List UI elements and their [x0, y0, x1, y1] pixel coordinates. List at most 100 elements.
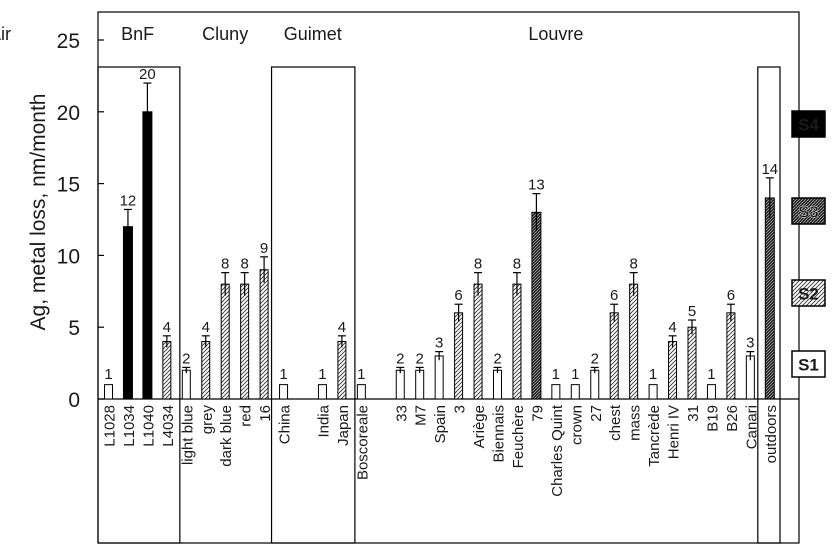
category-label: M7: [413, 405, 430, 426]
value-label: 6: [727, 287, 735, 304]
value-label: 4: [163, 319, 171, 336]
bar-33: [764, 197, 775, 400]
category-label: dark blue: [218, 405, 235, 467]
value-label: 1: [707, 366, 715, 383]
category-label: outdoors: [763, 405, 780, 463]
value-label: 8: [513, 256, 521, 273]
category-label: Boscoreale: [354, 405, 371, 480]
value-label: 1: [571, 366, 579, 383]
bar-5: [181, 369, 191, 400]
category-label: 33: [393, 405, 410, 422]
value-label: 1: [649, 366, 657, 383]
bar-13: [356, 384, 366, 400]
value-label: 5: [688, 303, 696, 320]
bar-18: [473, 283, 483, 400]
bar-21: [531, 211, 542, 400]
value-label: 8: [221, 256, 229, 273]
category-label: crown: [568, 405, 585, 445]
legend-label-s1: S1: [798, 356, 819, 375]
value-label: 8: [240, 256, 248, 273]
category-label: 16: [257, 405, 274, 422]
bar-9: [259, 269, 269, 400]
y-tick-label: 15: [57, 174, 80, 197]
bar-16: [434, 355, 444, 400]
y-axis-title: Ag, metal loss, nm/month: [27, 94, 50, 331]
group-label-cluny: Cluny: [202, 24, 248, 44]
bar-12: [337, 341, 347, 400]
bar-2: [122, 226, 133, 400]
bar-22: [551, 384, 561, 400]
bar-27: [648, 384, 658, 400]
category-label: China: [277, 404, 294, 444]
category-label: 31: [685, 405, 702, 422]
category-label: 79: [529, 405, 546, 422]
value-label: 4: [338, 319, 346, 336]
legend-swatch-s3: [791, 197, 826, 225]
bar-30: [706, 384, 716, 400]
value-label: 2: [493, 350, 501, 367]
group-box-bnf: [97, 66, 181, 544]
bar-10: [279, 384, 289, 400]
bar-11: [317, 384, 327, 400]
group-label-guimet: Guimet: [284, 24, 342, 44]
bar-3: [142, 111, 153, 400]
value-label: 6: [610, 287, 618, 304]
legend-label-s4: S4: [798, 116, 819, 135]
y-tick-label: 25: [57, 30, 80, 53]
category-label: L4034: [160, 405, 177, 447]
category-label: L1028: [102, 405, 119, 447]
y-tick-label: 0: [68, 389, 80, 412]
legend-label-s2: S2: [798, 285, 819, 304]
category-label: Tancrède: [646, 405, 663, 467]
category-label: Charles Quint: [549, 404, 566, 497]
value-label: 20: [139, 66, 156, 83]
category-label: 3: [452, 405, 469, 413]
y-tick-label: 20: [57, 102, 80, 125]
legend-label-s3: S3: [798, 203, 819, 222]
value-label: 2: [182, 350, 190, 367]
category-label: L1034: [121, 405, 138, 447]
legend-swatch-s2: [791, 279, 826, 307]
bar-6: [201, 341, 211, 400]
value-label: 3: [746, 335, 754, 352]
value-label: 8: [474, 256, 482, 273]
category-label: Japan: [335, 405, 352, 446]
legend-swatch-s4: [791, 110, 826, 138]
bar-24: [590, 369, 600, 400]
group-label-air: Air: [0, 24, 11, 44]
bar-31: [726, 312, 736, 400]
y-tick-label: 10: [57, 245, 80, 268]
bar-29: [687, 326, 697, 400]
bar-7: [220, 283, 230, 400]
category-label: L1040: [140, 405, 157, 447]
value-label: 1: [357, 366, 365, 383]
category-label: Canari: [743, 405, 760, 449]
bar-25: [609, 312, 619, 400]
value-label: 6: [454, 287, 462, 304]
bar-1: [104, 384, 113, 400]
bar-19: [493, 369, 502, 400]
value-label: 1: [104, 366, 112, 383]
bar-26: [629, 283, 639, 400]
bar-8: [240, 283, 250, 400]
category-label: Henri IV: [666, 405, 683, 459]
value-label: 4: [668, 319, 676, 336]
bar-32: [745, 355, 755, 400]
category-label: India: [315, 404, 332, 437]
value-label: 4: [202, 319, 210, 336]
category-label: grey: [199, 405, 216, 435]
value-label: 14: [761, 161, 778, 178]
category-label: B26: [724, 405, 741, 432]
group-label-bnf: BnF: [121, 24, 154, 44]
category-label: Feuchère: [510, 405, 527, 468]
value-label: 1: [318, 366, 326, 383]
group-box-guimet: [270, 66, 356, 544]
value-label: 13: [528, 177, 545, 194]
plot-frame: [97, 11, 800, 544]
bar-14: [395, 369, 405, 400]
category-label: Ariège: [471, 405, 488, 448]
category-label: light blue: [179, 405, 196, 465]
value-label: 1: [552, 366, 560, 383]
category-label: Biennais: [491, 405, 508, 463]
